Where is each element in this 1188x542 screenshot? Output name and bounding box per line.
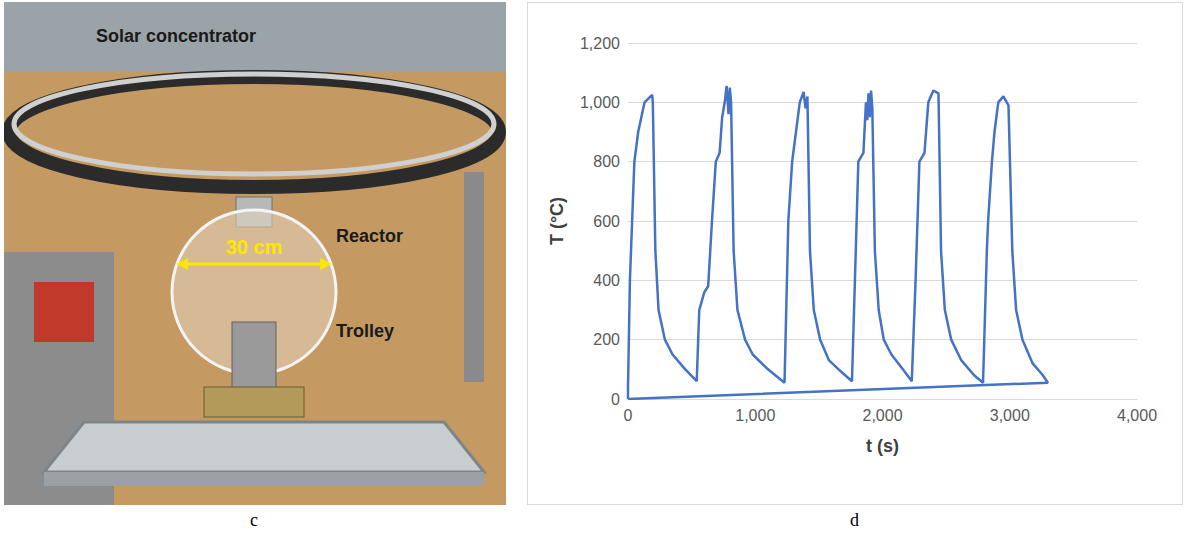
svg-text:1,000: 1,000 — [580, 94, 620, 111]
svg-text:3,000: 3,000 — [990, 407, 1030, 424]
svg-text:T (°C): T (°C) — [547, 197, 567, 245]
svg-text:0: 0 — [611, 391, 620, 408]
svg-text:1,000: 1,000 — [735, 407, 775, 424]
svg-text:0: 0 — [624, 407, 633, 424]
svg-text:200: 200 — [593, 331, 620, 348]
html-text:d: d — [850, 510, 859, 530]
svg-text:Trolley: Trolley — [336, 321, 394, 341]
svg-text:1,200: 1,200 — [580, 35, 620, 52]
svg-text:Reactor: Reactor — [336, 226, 403, 246]
svg-text:4,000: 4,000 — [1117, 407, 1157, 424]
svg-text:800: 800 — [593, 153, 620, 170]
svg-text:400: 400 — [593, 272, 620, 289]
svg-text:Solar concentrator: Solar concentrator — [96, 26, 256, 46]
svg-text:2,000: 2,000 — [862, 407, 902, 424]
svg-text:600: 600 — [593, 213, 620, 230]
svg-text:t (s): t (s) — [866, 436, 899, 456]
svg-text:30 cm: 30 cm — [226, 236, 283, 258]
html-text:c: c — [250, 510, 258, 530]
